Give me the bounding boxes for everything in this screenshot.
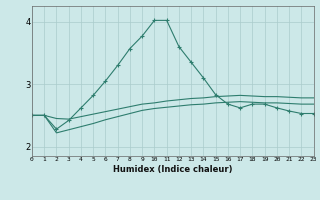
- X-axis label: Humidex (Indice chaleur): Humidex (Indice chaleur): [113, 165, 233, 174]
